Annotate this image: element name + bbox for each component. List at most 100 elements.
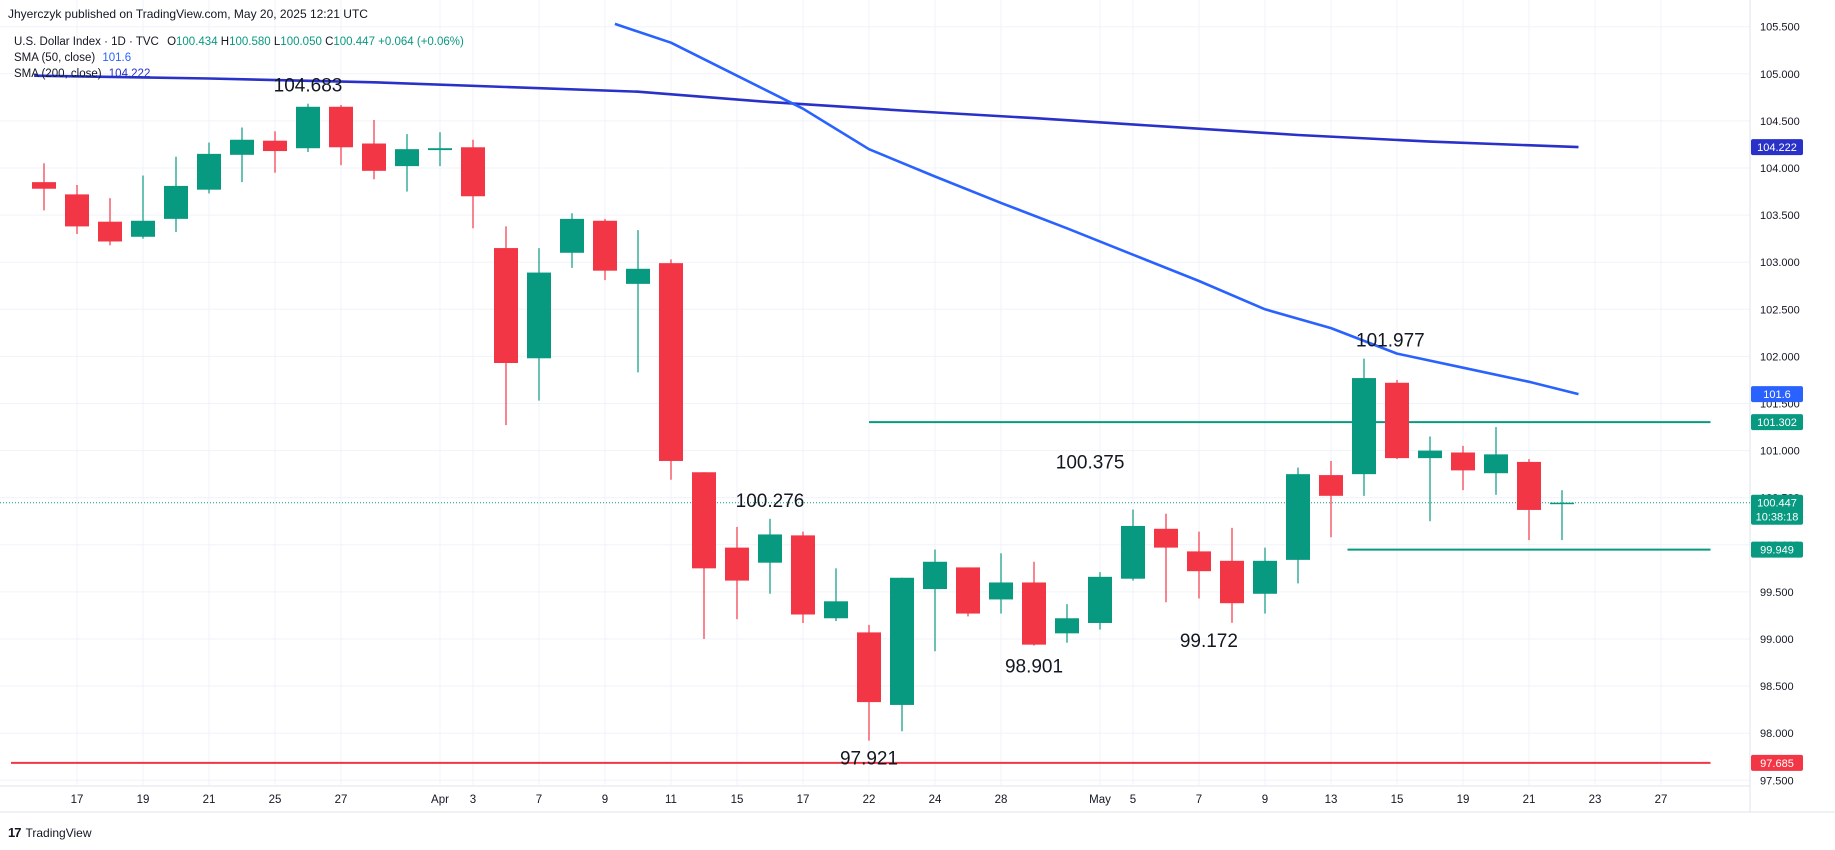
- candle-up: [1055, 618, 1079, 634]
- candle-down: [791, 535, 815, 615]
- candle-up: [1253, 560, 1277, 594]
- y-tick-label: 98.000: [1760, 728, 1794, 740]
- candle-down: [494, 248, 518, 363]
- x-tick-label: 21: [1523, 794, 1536, 806]
- footer-branding[interactable]: 17 TradingView: [8, 825, 92, 840]
- price-annotation: 100.375: [1056, 453, 1125, 474]
- candle-down: [1154, 528, 1178, 548]
- y-tick-label: 103.500: [1760, 210, 1800, 222]
- candle-up: [428, 148, 452, 151]
- candle-down: [65, 194, 89, 227]
- candle-up: [824, 601, 848, 619]
- candle-up: [1352, 378, 1376, 475]
- sma200-legend-label: SMA (200, close): [14, 68, 102, 80]
- candle-down: [956, 567, 980, 614]
- sma200-line: [34, 74, 1579, 149]
- candle-up: [1484, 454, 1508, 474]
- candle-up: [527, 272, 551, 359]
- candle-down: [98, 221, 122, 242]
- x-tick-label: 25: [269, 794, 282, 806]
- x-tick-label: 13: [1325, 794, 1338, 806]
- ohlc-row: U.S. Dollar Index · 1D · TVC O100.434 H1…: [14, 34, 464, 50]
- change-value: +0.064 (+0.06%): [378, 36, 464, 48]
- candle-down: [1319, 475, 1343, 496]
- high-value: 100.580: [229, 36, 271, 48]
- candle-up: [1550, 502, 1574, 505]
- x-tick-label: 5: [1130, 794, 1136, 806]
- price-axis-badge-label: 97.685: [1760, 758, 1794, 770]
- price-axis-badge-label: 101.6: [1763, 389, 1791, 401]
- candle-up: [296, 106, 320, 149]
- y-tick-label: 105.000: [1760, 69, 1800, 81]
- chart-legend: U.S. Dollar Index · 1D · TVC O100.434 H1…: [14, 34, 464, 82]
- candle-up: [1418, 450, 1442, 459]
- price-axis-badge: [1751, 754, 1803, 771]
- y-tick-label: 99.500: [1760, 587, 1794, 599]
- x-tick-label: 15: [1391, 794, 1404, 806]
- symbol-title[interactable]: U.S. Dollar Index · 1D · TVC: [14, 36, 159, 48]
- price-annotation: 100.276: [736, 491, 805, 512]
- open-value: 100.434: [176, 36, 218, 48]
- x-tick-label: 28: [995, 794, 1008, 806]
- candle-down: [1022, 582, 1046, 645]
- price-annotation: 99.172: [1180, 631, 1238, 652]
- y-tick-label: 105.500: [1760, 22, 1800, 34]
- candle-up: [1286, 474, 1310, 560]
- low-value: 100.050: [280, 36, 322, 48]
- candle-down: [461, 147, 485, 197]
- y-tick-label: 104.000: [1760, 163, 1800, 175]
- x-tick-label: 9: [1262, 794, 1268, 806]
- candle-down: [1385, 382, 1409, 459]
- candle-down: [1517, 461, 1541, 510]
- candle-down: [1451, 452, 1475, 471]
- high-label: H: [220, 36, 230, 48]
- x-tick-label: 17: [797, 794, 810, 806]
- candle-down: [659, 263, 683, 461]
- x-tick-label: 19: [1457, 794, 1470, 806]
- candle-up: [626, 268, 650, 284]
- x-tick-label: 27: [1655, 794, 1668, 806]
- candle-up: [989, 582, 1013, 600]
- candle-down: [593, 220, 617, 271]
- price-axis-badge-label: 99.949: [1760, 545, 1794, 557]
- candle-up: [131, 220, 155, 237]
- price-axis-badge: [1751, 541, 1803, 558]
- low-label: L: [273, 36, 281, 48]
- tradingview-logo-icon: 17: [8, 825, 22, 840]
- x-tick-label: 3: [470, 794, 476, 806]
- price-annotation: 101.977: [1356, 331, 1425, 352]
- candle-up: [923, 561, 947, 590]
- y-tick-label: 97.500: [1760, 775, 1794, 787]
- sma200-legend-row[interactable]: SMA (200, close) 104.222: [14, 66, 464, 82]
- x-tick-label: 11: [665, 794, 677, 806]
- y-tick-label: 99.000: [1760, 634, 1794, 646]
- candle-down: [329, 106, 353, 148]
- candle-up: [197, 153, 221, 190]
- candle-up: [758, 534, 782, 563]
- x-tick-label: 27: [335, 794, 348, 806]
- price-axis-badge: [1751, 414, 1803, 431]
- price-annotation: 97.921: [840, 749, 898, 770]
- sma50-legend-value: 101.6: [102, 52, 132, 64]
- sma50-legend-row[interactable]: SMA (50, close) 101.6: [14, 50, 464, 66]
- close-label: C: [325, 36, 334, 48]
- candle-down: [1187, 551, 1211, 572]
- candle-down: [32, 182, 56, 189]
- x-tick-label: 7: [536, 794, 542, 806]
- close-value: 100.447: [333, 36, 375, 48]
- sma50-legend-label: SMA (50, close): [14, 52, 96, 64]
- x-tick-label: 15: [731, 794, 744, 806]
- last-price-badge: [1751, 494, 1803, 525]
- x-tick-label: 19: [137, 794, 150, 806]
- y-tick-label: 98.500: [1760, 681, 1794, 693]
- candle-up: [1088, 576, 1112, 623]
- candle-down: [692, 472, 716, 569]
- candle-down: [263, 140, 287, 152]
- candle-down: [725, 547, 749, 581]
- x-tick-label: 22: [863, 794, 876, 806]
- publisher-line: Jhyerczyk published on TradingView.com, …: [8, 7, 368, 21]
- candle-up: [1121, 525, 1145, 579]
- price-annotation: 104.683: [274, 76, 343, 97]
- x-tick-label: 24: [929, 794, 942, 806]
